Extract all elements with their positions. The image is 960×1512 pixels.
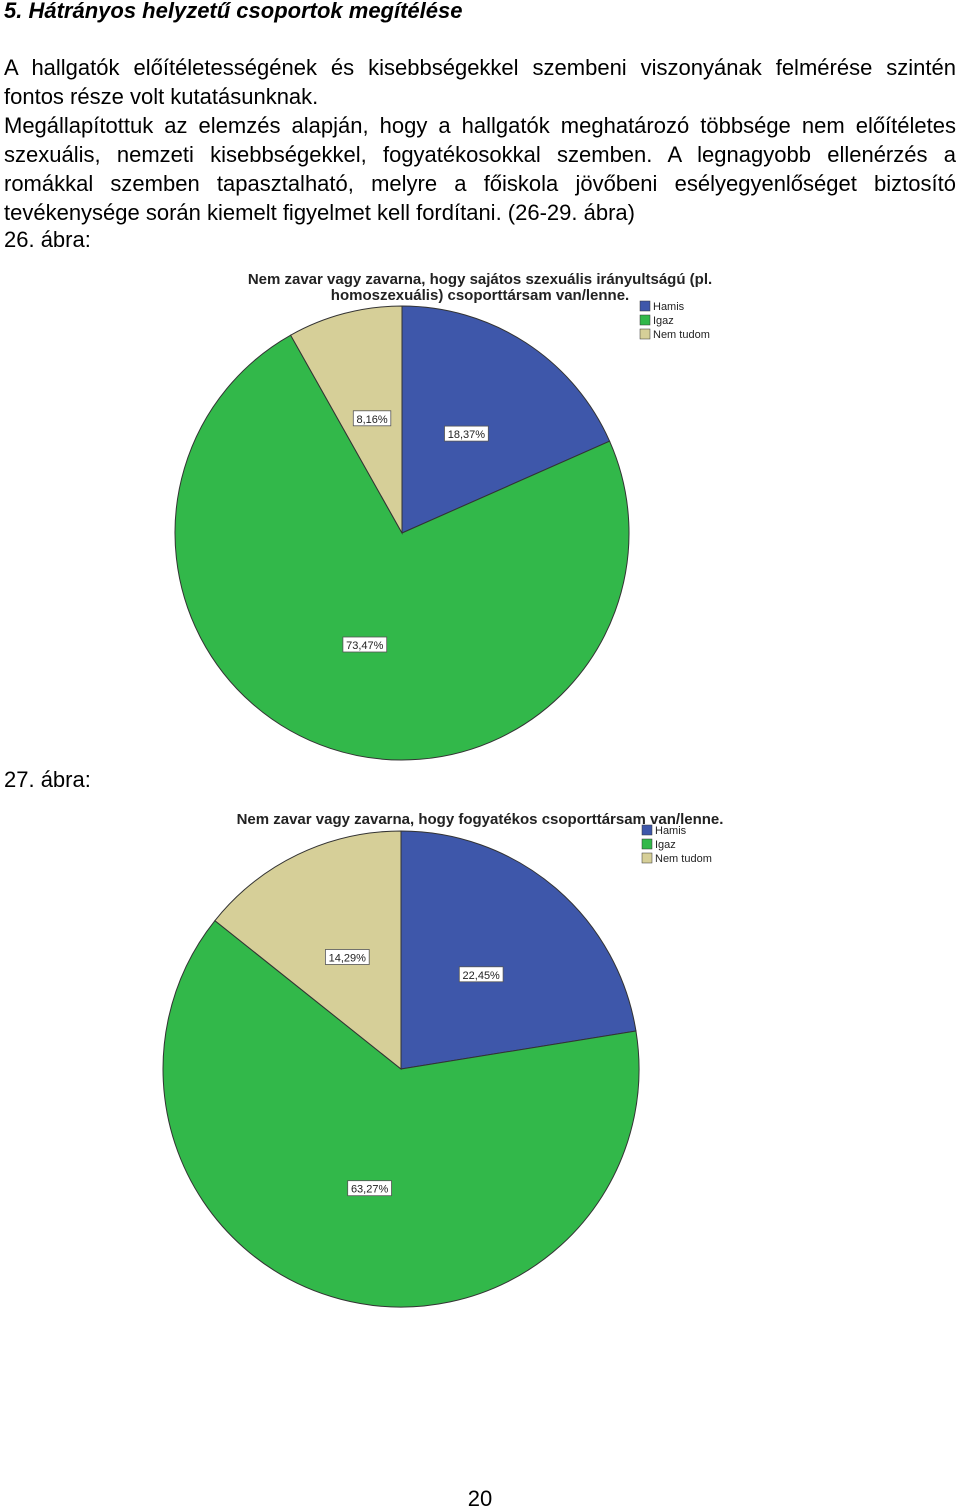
- legend-label: Igaz: [653, 315, 674, 327]
- data-label-box: [458, 966, 504, 983]
- findings-paragraph: Megállapítottuk az elemzés alapján, hogy…: [4, 113, 956, 225]
- legend-swatch: [639, 314, 651, 326]
- chart-title-line: homoszexuális) csoporttársam van/lenne.: [331, 287, 629, 304]
- legend-swatch: [641, 838, 653, 850]
- data-label: 63,27%: [351, 1184, 389, 1196]
- data-label-box: [352, 410, 392, 427]
- page-number: 20: [467, 1486, 493, 1511]
- data-label-box: [347, 1180, 392, 1197]
- data-label: 8,16%: [356, 414, 387, 426]
- legend-label: Hamis: [655, 825, 687, 837]
- chart-title-line: Nem zavar vagy zavarna, hogy sajátos sze…: [248, 271, 712, 288]
- legend-label: Nem tudom: [653, 329, 710, 341]
- pie-slice: [289, 305, 403, 535]
- data-label: 14,29%: [329, 953, 367, 965]
- pie-slice: [162, 919, 640, 1308]
- legend-swatch: [641, 824, 653, 836]
- legend-label: Nem tudom: [655, 853, 712, 865]
- legend-label: Hamis: [653, 301, 685, 313]
- data-label-box: [342, 636, 388, 653]
- pie-slice: [174, 334, 630, 761]
- legend-swatch: [641, 852, 653, 864]
- figure-27-label: 27. ábra:: [4, 767, 91, 792]
- pie-chart-disability: Nem zavar vagy zavarna, hogy fogyatékos …: [162, 811, 724, 1308]
- chart-title-line: Nem zavar vagy zavarna, hogy fogyatékos …: [237, 811, 724, 828]
- legend-swatch: [639, 300, 651, 312]
- pie-slice: [401, 305, 611, 534]
- figure-26-label: 26. ábra:: [4, 227, 91, 252]
- section-heading: 5. Hátrányos helyzetű csoportok megítélé…: [4, 0, 463, 23]
- data-label: 18,37%: [448, 429, 486, 441]
- data-label: 73,47%: [346, 640, 384, 652]
- pie-chart-sexual-orientation: Nem zavar vagy zavarna, hogy sajátos sze…: [174, 271, 712, 761]
- legend-label: Igaz: [655, 839, 676, 851]
- data-label-box: [324, 949, 370, 965]
- pie-slice: [214, 830, 402, 1071]
- legend-swatch: [639, 328, 651, 340]
- data-label-box: [444, 425, 489, 442]
- data-label: 22,45%: [463, 970, 501, 982]
- pie-slice: [400, 830, 637, 1070]
- intro-paragraph: A hallgatók előítéletességének és kisebb…: [4, 55, 956, 109]
